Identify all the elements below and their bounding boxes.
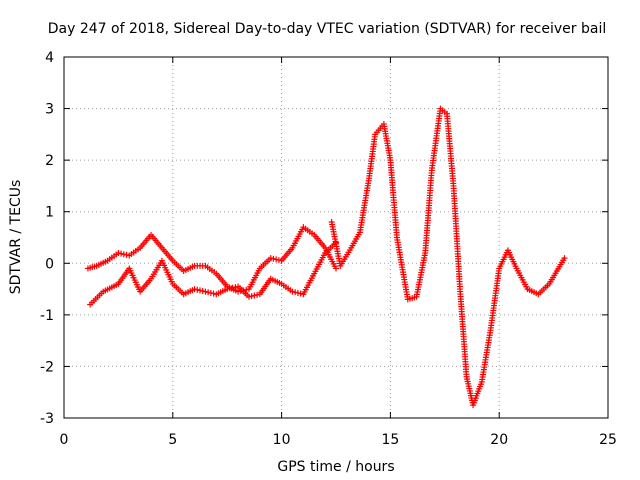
- grid-lines: [64, 57, 608, 418]
- x-tick-label: 0: [60, 432, 69, 448]
- axis-ticks: [63, 56, 609, 419]
- data-point: [199, 288, 206, 295]
- x-tick-label: 10: [273, 432, 291, 448]
- x-tick-label: 15: [381, 432, 399, 448]
- y-tick-labels: -3 -2 -1 0 1 2 3 4: [40, 50, 54, 427]
- data-point: [294, 289, 301, 296]
- data-point: [561, 255, 568, 262]
- x-tick-label: 20: [490, 432, 508, 448]
- y-tick-label: 0: [45, 256, 54, 272]
- data-point: [270, 255, 277, 262]
- data-point: [267, 255, 274, 262]
- data-point: [207, 289, 214, 296]
- data-point: [224, 286, 231, 293]
- y-tick-label: -1: [40, 308, 54, 324]
- y-tick-label: 1: [45, 205, 54, 221]
- data-point: [205, 289, 212, 296]
- x-tick-labels: 0 5 10 15 20 25: [60, 432, 617, 448]
- y-axis-label: SDTVAR / TECUs: [8, 180, 24, 295]
- data-point: [289, 288, 296, 295]
- y-tick-label: -2: [40, 359, 54, 375]
- y-tick-label: 4: [45, 50, 54, 66]
- data-point: [333, 265, 339, 272]
- data-point: [229, 284, 236, 291]
- plot-frame: [63, 56, 609, 419]
- data-point: [202, 288, 209, 295]
- data-point: [120, 251, 127, 258]
- data-point: [232, 284, 239, 291]
- data-point: [191, 286, 198, 293]
- x-tick-label: 5: [168, 432, 177, 448]
- data-point: [123, 251, 130, 258]
- x-tick-label: 25: [599, 432, 617, 448]
- data-point: [248, 293, 255, 300]
- data-point: [245, 293, 252, 300]
- data-point: [237, 288, 244, 295]
- data-point: [118, 250, 125, 257]
- chart-title: Day 247 of 2018, Sidereal Day-to-day VTE…: [48, 21, 606, 37]
- data-points: [84, 105, 568, 409]
- y-tick-label: -3: [40, 411, 54, 427]
- data-point: [297, 290, 304, 297]
- data-point: [235, 288, 242, 295]
- data-point: [251, 292, 258, 299]
- data-point: [292, 289, 299, 296]
- y-tick-label: 2: [45, 153, 54, 169]
- data-point: [194, 286, 201, 293]
- data-point: [273, 256, 280, 263]
- data-point: [226, 285, 233, 292]
- x-axis-label: GPS time / hours: [277, 459, 394, 475]
- data-point: [275, 257, 282, 264]
- data-point: [254, 291, 261, 298]
- data-point: [197, 287, 203, 294]
- data-point: [115, 249, 122, 256]
- y-tick-label: 3: [45, 102, 54, 118]
